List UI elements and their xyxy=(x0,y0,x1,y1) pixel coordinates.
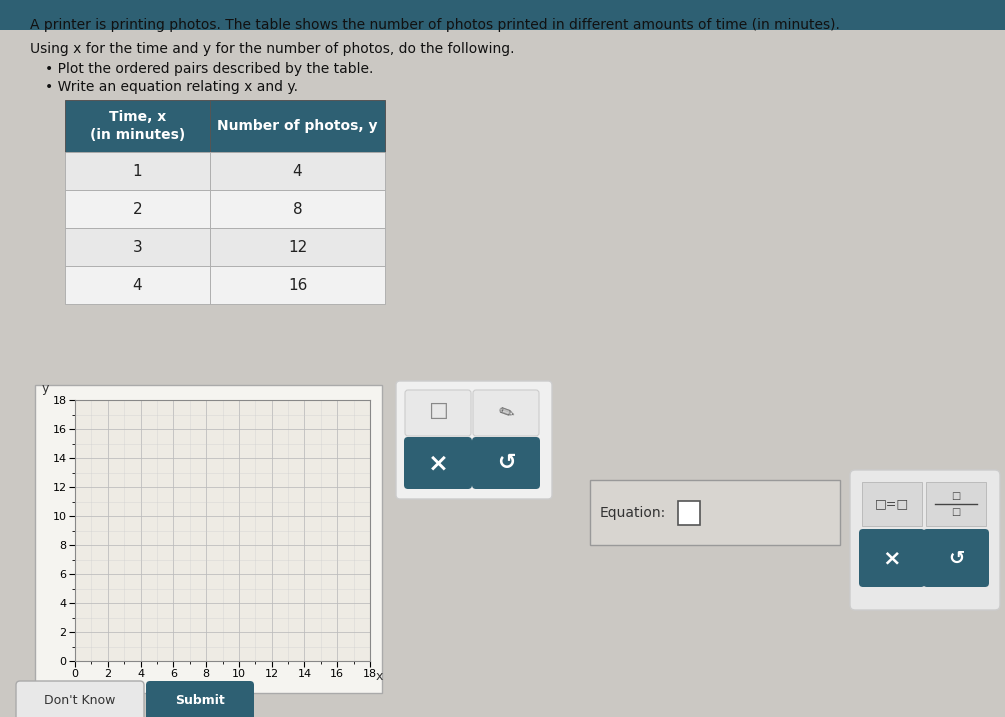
Text: 2: 2 xyxy=(133,201,143,217)
FancyBboxPatch shape xyxy=(923,529,989,587)
Text: A printer is printing photos. The table shows the number of photos printed in di: A printer is printing photos. The table … xyxy=(30,18,840,32)
Text: ✏: ✏ xyxy=(495,402,517,424)
FancyBboxPatch shape xyxy=(926,482,986,526)
Bar xyxy=(65,152,210,190)
Text: □: □ xyxy=(952,507,961,517)
Bar xyxy=(0,0,1005,30)
Bar xyxy=(65,228,210,266)
Text: □: □ xyxy=(952,491,961,501)
FancyBboxPatch shape xyxy=(850,470,1000,610)
Bar xyxy=(210,228,385,266)
Text: 3: 3 xyxy=(133,239,143,255)
Text: 12: 12 xyxy=(287,239,308,255)
Text: Equation:: Equation: xyxy=(600,505,666,520)
Text: □=□: □=□ xyxy=(875,498,910,511)
FancyBboxPatch shape xyxy=(473,390,539,436)
Text: Number of photos, y: Number of photos, y xyxy=(217,119,378,133)
Bar xyxy=(35,385,382,693)
Bar xyxy=(65,266,210,304)
Text: • Plot the ordered pairs described by the table.: • Plot the ordered pairs described by th… xyxy=(45,62,374,76)
Text: Don't Know: Don't Know xyxy=(44,695,116,708)
Text: ↺: ↺ xyxy=(948,549,964,567)
Text: 4: 4 xyxy=(133,277,143,293)
Text: Time, x
(in minutes): Time, x (in minutes) xyxy=(89,110,185,142)
Bar xyxy=(210,152,385,190)
Bar xyxy=(210,100,385,152)
FancyBboxPatch shape xyxy=(404,437,472,489)
FancyBboxPatch shape xyxy=(862,482,922,526)
FancyBboxPatch shape xyxy=(396,381,552,499)
Text: 16: 16 xyxy=(287,277,308,293)
Bar xyxy=(210,190,385,228)
Text: 4: 4 xyxy=(292,163,303,179)
Text: y: y xyxy=(42,381,49,395)
Bar xyxy=(590,480,840,545)
Text: x: x xyxy=(376,670,383,683)
Text: ☐: ☐ xyxy=(428,403,448,423)
Text: 8: 8 xyxy=(292,201,303,217)
Text: Using x for the time and y for the number of photos, do the following.: Using x for the time and y for the numbe… xyxy=(30,42,515,56)
Bar xyxy=(65,190,210,228)
FancyBboxPatch shape xyxy=(405,390,471,436)
FancyBboxPatch shape xyxy=(16,681,144,717)
Text: Submit: Submit xyxy=(175,695,225,708)
Bar xyxy=(210,266,385,304)
Text: ×: × xyxy=(427,451,448,475)
Text: ↺: ↺ xyxy=(496,453,516,473)
Text: • Write an equation relating x and y.: • Write an equation relating x and y. xyxy=(45,80,298,94)
FancyBboxPatch shape xyxy=(146,681,254,717)
FancyBboxPatch shape xyxy=(472,437,540,489)
Bar xyxy=(678,500,700,525)
Bar xyxy=(65,100,210,152)
Text: ×: × xyxy=(882,548,901,568)
FancyBboxPatch shape xyxy=(859,529,925,587)
Text: 1: 1 xyxy=(133,163,143,179)
